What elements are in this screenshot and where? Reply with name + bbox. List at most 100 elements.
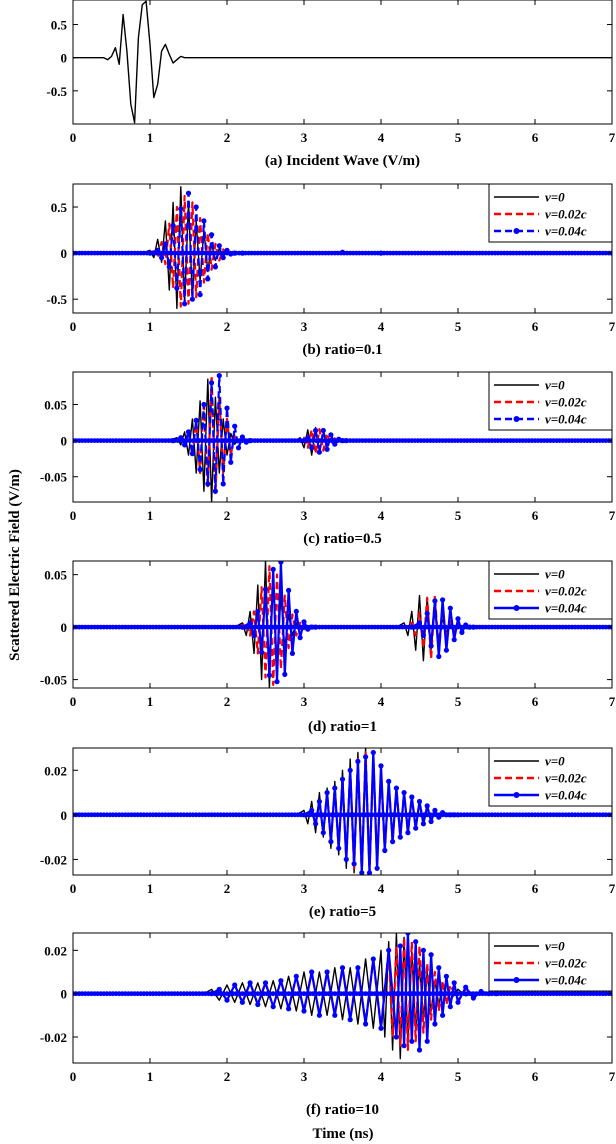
panel-c: 0 1 2 3 4 5 6 7 0.05 0 -0.05 (c) ratio=0.5 v=0 v=0.02… — [40, 371, 616, 547]
x-tick-label: 5 — [455, 1069, 462, 1084]
series-marker — [332, 785, 338, 791]
legend: v=0 v=0.02c v=0.04c — [488, 183, 613, 243]
series-marker — [328, 432, 334, 438]
series-marker — [451, 980, 457, 986]
series-marker — [247, 980, 253, 986]
series-marker — [216, 373, 222, 379]
x-tick-label: 6 — [532, 130, 539, 145]
series-marker — [386, 947, 392, 953]
series-marker — [162, 241, 168, 247]
series-marker — [286, 1006, 292, 1012]
legend-label-1: v=0 — [545, 567, 565, 582]
x-tick-label: 3 — [301, 881, 308, 896]
series-marker — [309, 445, 315, 451]
x-tick-label: 5 — [455, 508, 462, 523]
series-group — [73, 186, 612, 310]
series-marker — [324, 969, 330, 975]
legend-label-1: v=0 — [545, 378, 565, 393]
x-tick-label: 3 — [301, 319, 308, 334]
series-group — [73, 0, 612, 124]
y-axis-label: Scattered Electric Field (V/m) — [7, 469, 23, 661]
series-marker — [470, 995, 476, 1001]
series-marker — [405, 933, 411, 936]
series-marker — [366, 870, 373, 875]
y-tick-label: 0.5 — [51, 200, 68, 215]
series-marker — [209, 232, 215, 238]
y-tick-label: -0.5 — [46, 292, 67, 307]
y-tick-label: -0.02 — [40, 852, 67, 867]
series-marker — [205, 276, 211, 282]
series-marker — [370, 956, 376, 962]
series-marker — [428, 643, 434, 649]
series-marker — [274, 679, 280, 685]
series-marker — [235, 445, 242, 451]
series-marker — [424, 1038, 430, 1044]
series-marker — [197, 292, 203, 298]
series-marker — [416, 620, 423, 626]
legend-label-3: v=0.04c — [545, 601, 587, 616]
series-marker — [301, 619, 307, 625]
series-marker — [339, 776, 346, 782]
x-tick-label: 2 — [224, 694, 231, 709]
series-marker — [209, 380, 215, 386]
series-marker — [178, 206, 184, 212]
x-tick-label: 6 — [532, 694, 539, 709]
series-marker — [455, 999, 461, 1005]
series-marker — [443, 647, 449, 653]
legend-label-3: v=0.04c — [545, 224, 587, 239]
y-tick-label: 0 — [61, 434, 68, 449]
series-marker — [451, 637, 457, 643]
legend-label-2: v=0.02c — [545, 207, 587, 222]
y-tick-label: 0 — [61, 620, 68, 635]
series-marker — [420, 632, 426, 639]
series-marker — [220, 255, 226, 261]
x-axis-label: Time (ns) — [313, 1126, 374, 1142]
x-tick-label: 3 — [301, 1069, 308, 1084]
series-marker — [316, 449, 322, 455]
series-marker — [262, 980, 269, 986]
series-marker — [363, 754, 369, 760]
series-marker — [324, 446, 330, 452]
series-marker — [336, 845, 342, 851]
series-marker — [390, 839, 396, 845]
series-marker — [239, 999, 245, 1005]
y-tick-label: 0 — [61, 987, 68, 1002]
series-line-3 — [73, 933, 612, 1052]
legend-marker — [513, 792, 520, 798]
legend-marker — [513, 605, 520, 611]
x-tick-label: 0 — [70, 508, 77, 523]
series-marker — [293, 608, 299, 615]
x-tick-label: 6 — [532, 508, 539, 523]
x-tick-label: 4 — [378, 694, 385, 709]
x-tick-label: 1 — [147, 694, 154, 709]
series-marker — [262, 586, 269, 592]
series-marker — [159, 255, 165, 261]
x-tick-label: 2 — [224, 881, 231, 896]
series-marker — [189, 451, 195, 457]
axes-box — [72, 371, 613, 503]
x-tick-label: 5 — [455, 130, 462, 145]
series-marker — [228, 459, 234, 465]
panel-caption: (c) ratio=0.5 — [303, 531, 382, 547]
series-marker — [420, 947, 426, 953]
series-marker — [351, 861, 357, 867]
series-marker — [212, 488, 218, 494]
x-tick-label: 2 — [224, 1069, 231, 1084]
series-marker — [278, 978, 284, 984]
series-marker — [193, 204, 199, 210]
panel-caption: (f) ratio=10 — [306, 1102, 379, 1118]
series-marker — [301, 1008, 307, 1014]
y-tick-label: 0 — [61, 246, 68, 261]
x-tick-label: 1 — [147, 508, 154, 523]
y-tick-label: -0.05 — [40, 673, 68, 688]
series-marker — [193, 417, 199, 423]
x-tick-label: 0 — [70, 694, 77, 709]
series-group — [73, 561, 612, 688]
series-marker — [397, 943, 403, 949]
panel-e: 0 1 2 3 4 5 6 70.020-0.02(e) ratio=5v=0v=0.02cv… — [40, 747, 616, 920]
panel-b: 0 1 2 3 4 5 6 70.50-0.5(b) ratio=0.1v=0v=0.02cv… — [46, 183, 616, 358]
panel-f: 0 1 2 3 4 5 6 7 0.02 0 -0.02 (f) ratio=10 v=0 v=0.02c… — [40, 932, 616, 1118]
series-marker — [447, 1004, 453, 1010]
legend-marker — [513, 416, 520, 422]
